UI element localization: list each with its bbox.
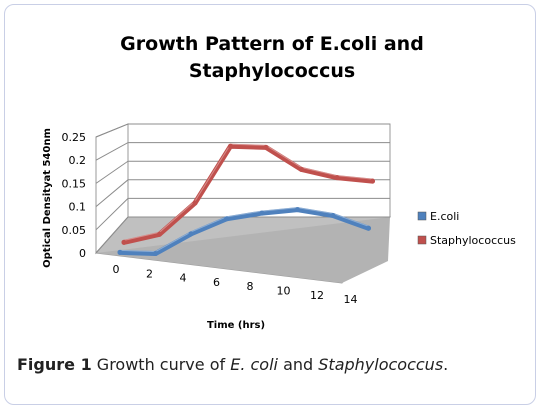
x-tick-label-5: 10: [277, 285, 291, 298]
x-tick-label-7: 14: [344, 293, 358, 306]
x-axis-ticks: 0 2 4 6 8 10 12 14: [113, 263, 358, 306]
legend-label-0: E.coli: [430, 210, 459, 223]
gridline-0: [95, 216, 390, 254]
x-tick-label-6: 12: [310, 289, 324, 302]
gridline-1: [95, 197, 390, 231]
chart-title-line-1: Growth Pattern of E.coli and: [120, 33, 424, 55]
series-0-point-1: [153, 251, 158, 257]
series-highlight-0: [119, 207, 369, 253]
caption-label: Figure 1: [17, 355, 92, 374]
x-tick-label-4: 8: [247, 280, 254, 293]
series-1-point-1: [157, 231, 162, 237]
series-0-point-4: [259, 210, 265, 216]
x-tick-label-3: 6: [213, 276, 220, 289]
x-tick-label-0: 0: [113, 263, 120, 276]
legend-label-1: Staphylococcus: [430, 234, 516, 247]
series-1-point-7: [370, 178, 375, 184]
y-tick-label-0: 0: [79, 247, 86, 260]
chart-floor-edge: [96, 217, 390, 283]
y-tick-label-3: 0.15: [62, 177, 87, 190]
series-0-point-3: [224, 216, 229, 222]
y-tick-label-4: 0.2: [69, 154, 87, 167]
series-line-0: [117, 207, 371, 257]
chart-series: [117, 143, 375, 257]
y-tick-label-1: 0.05: [62, 224, 87, 237]
legend-swatch-1: [417, 235, 427, 245]
chart-title-line-2: Staphylococcus: [188, 60, 356, 82]
figure-caption: Figure 1 Growth curve of E. coli and Sta…: [17, 355, 448, 374]
series-0-point-5: [295, 207, 300, 213]
series-1-point-2: [192, 200, 198, 206]
legend-swatch-0: [417, 211, 427, 221]
series-0-point-0: [117, 249, 123, 255]
chart-legend: E.coli Staphylococcus: [417, 210, 516, 247]
gridline-4: [95, 142, 390, 161]
series-1-point-3: [228, 143, 233, 149]
chart-gridlines: [95, 123, 390, 254]
x-axis-label: Time (hrs): [207, 320, 265, 331]
series-1-point-0: [121, 239, 127, 245]
series-1-point-4: [263, 144, 269, 150]
x-tick-label-2: 4: [180, 272, 187, 285]
gridline-3: [95, 160, 390, 184]
caption-text-3: .: [443, 355, 449, 374]
y-tick-label-5: 0.25: [62, 131, 87, 144]
y-tick-label-2: 0.1: [69, 201, 87, 214]
series-0-point-6: [330, 212, 336, 218]
caption-italic-1: E. coli: [230, 355, 278, 374]
caption-italic-2: Staphylococcus: [318, 355, 444, 374]
series-line-1: [121, 143, 375, 245]
caption-text-1: Growth curve of: [91, 355, 231, 374]
series-1-point-5: [299, 166, 304, 172]
x-tick-label-1: 2: [146, 267, 153, 280]
back-wall: [127, 123, 391, 218]
gridline-2: [95, 179, 390, 207]
series-0-point-2: [188, 231, 194, 237]
y-axis-label: Optical Densityat 540nm: [42, 128, 53, 268]
series-1-point-6: [334, 175, 340, 181]
caption-text-2: and: [277, 355, 319, 374]
y-axis-ticks: 0 0.05 0.1 0.15 0.2 0.25: [62, 131, 87, 260]
series-0-point-7: [366, 225, 371, 231]
series-highlight-1: [123, 143, 373, 241]
gridline-5: [95, 123, 390, 138]
